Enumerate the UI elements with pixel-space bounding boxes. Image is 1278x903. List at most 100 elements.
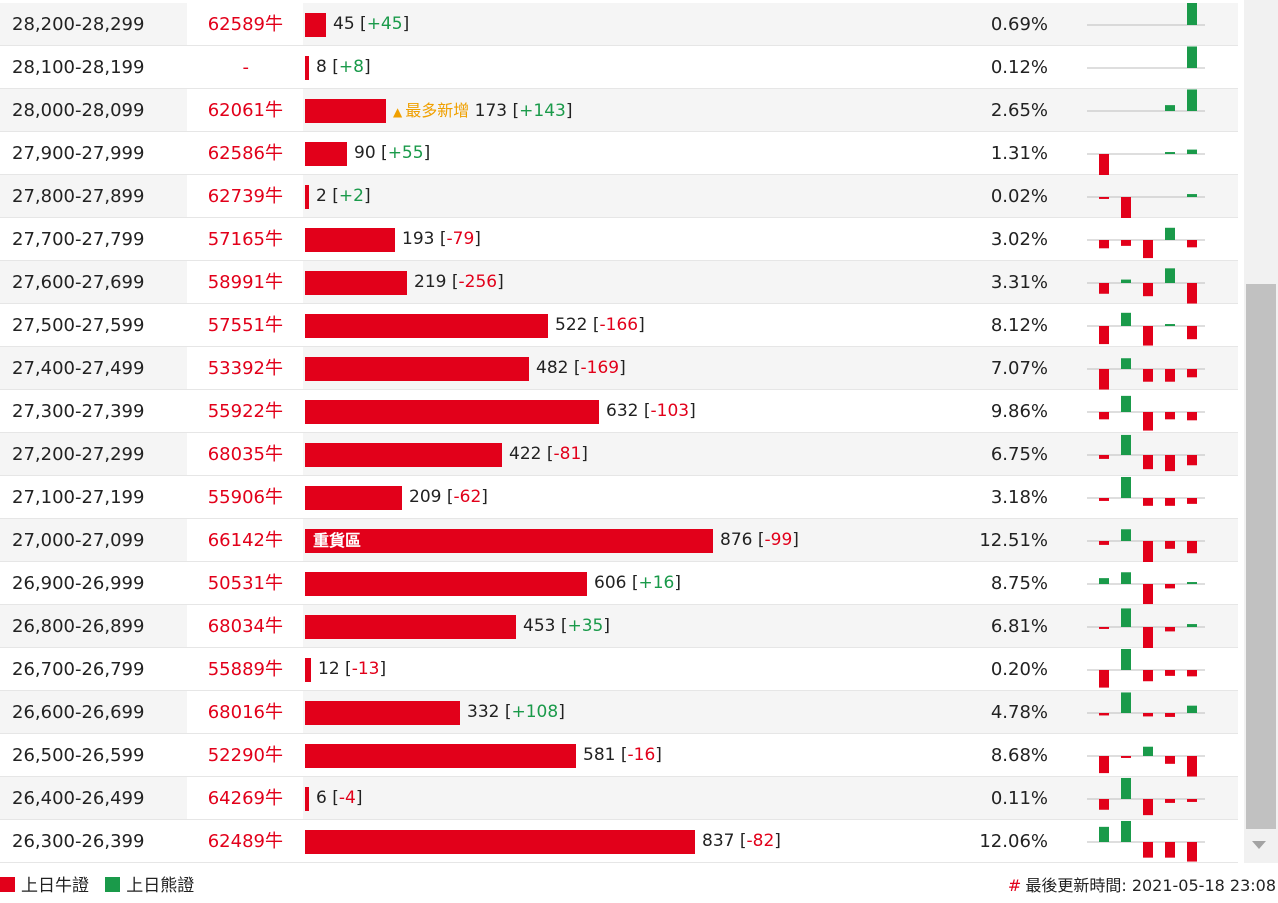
strike-range: 27,800-27,899 [12,186,145,207]
table-row[interactable]: 26,700-26,799 55889牛 12 [-13] 0.20% [0,648,1238,691]
warrant-code-link[interactable]: 62586牛 [207,143,283,164]
update-time: 2021-05-18 23:08 [1131,876,1276,895]
sparkline-chart [1087,3,1205,26]
sparkline-bar [1187,326,1197,340]
table-row[interactable]: 27,200-27,299 68035牛 422 [-81] 6.75% [0,433,1238,476]
outstanding-value: 8 [316,57,327,77]
warrant-code-link[interactable]: 57165牛 [207,229,283,250]
warrant-code-cell[interactable]: 55889牛 [187,648,303,690]
warrant-code-link[interactable]: 53392牛 [207,358,283,379]
outstanding-value: 193 [402,229,435,249]
warrant-code-cell[interactable]: 53392牛 [187,347,303,389]
value-text: ▲ 最多新增 173 [+143] [393,101,573,121]
warrant-code-cell[interactable]: 62061牛 [187,89,303,131]
percentage: 4.78% [990,702,1048,723]
table-row[interactable]: 26,500-26,599 52290牛 581 [-16] 8.68% [0,734,1238,777]
warrant-code-link[interactable]: 50531牛 [207,573,283,594]
warrant-code-link[interactable]: 58991牛 [207,272,283,293]
table-row[interactable]: 28,100-28,199 - 8 [+8] 0.12% [0,46,1238,89]
daily-change: +45 [366,14,403,34]
table-row[interactable]: 26,300-26,399 62489牛 837 [-82] 12.06% [0,820,1238,863]
strike-range: 26,700-26,799 [12,659,145,680]
outstanding-value: 606 [594,573,627,593]
strike-range: 27,500-27,599 [12,315,145,336]
value-bar [305,271,407,295]
warrant-code-cell[interactable]: 64269牛 [187,777,303,819]
warrant-code-cell[interactable]: - [187,46,303,88]
warrant-code-cell[interactable]: 57551牛 [187,304,303,346]
warrant-code-cell[interactable]: 57165牛 [187,218,303,260]
warrant-code-link[interactable]: 66142牛 [207,530,283,551]
warrant-code-link[interactable]: 57551牛 [207,315,283,336]
percentage: 3.02% [990,229,1048,250]
warrant-code-cell[interactable]: 58991牛 [187,261,303,303]
table-row[interactable]: 27,100-27,199 55906牛 209 [-62] 3.18% [0,476,1238,519]
warrant-code-link[interactable]: - [242,57,250,78]
warrant-code-link[interactable]: 62489牛 [207,831,283,852]
sparkline-bar [1143,746,1153,756]
daily-change: -99 [764,530,793,550]
warrant-code-link[interactable]: 68034牛 [207,616,283,637]
table-row[interactable]: 28,200-28,299 62589牛 45 [+45] 0.69% [0,3,1238,46]
table-row[interactable]: 27,300-27,399 55922牛 632 [-103] 9.86% [0,390,1238,433]
table-row[interactable]: 27,700-27,799 57165牛 193 [-79] 3.02% [0,218,1238,261]
table-row[interactable]: 26,900-26,999 50531牛 606 [+16] 8.75% [0,562,1238,605]
warrant-code-cell[interactable]: 62589牛 [187,3,303,45]
table-row[interactable]: 26,600-26,699 68016牛 332 [+108] 4.78% [0,691,1238,734]
value-text: 837 [-82] [702,831,781,851]
warrant-code-cell[interactable]: 66142牛 [187,519,303,561]
warrant-code-link[interactable]: 55889牛 [207,659,283,680]
outstanding-value: 876 [720,530,753,550]
sparkline-bar [1165,412,1175,420]
table-row[interactable]: 28,000-28,099 62061牛 ▲ 最多新增 173 [+143] 2.65% [0,89,1238,132]
percentage: 8.68% [990,745,1048,766]
warrant-code-link[interactable]: 55906牛 [207,487,283,508]
warrant-code-link[interactable]: 52290牛 [207,745,283,766]
warrant-code-cell[interactable]: 68035牛 [187,433,303,475]
value-bar [305,400,599,424]
warrant-code-cell[interactable]: 55922牛 [187,390,303,432]
table-row[interactable]: 27,400-27,499 53392牛 482 [-169] 7.07% [0,347,1238,390]
warrant-code-link[interactable]: 62061牛 [207,100,283,121]
warrant-code-link[interactable]: 55922牛 [207,401,283,422]
warrant-code-cell[interactable]: 68016牛 [187,691,303,733]
warrant-code-link[interactable]: 62589牛 [207,14,283,35]
outstanding-value: 422 [509,444,542,464]
warrant-code-cell[interactable]: 62489牛 [187,820,303,862]
sparkline-chart [1087,648,1205,688]
warrant-code-cell[interactable]: 55906牛 [187,476,303,518]
value-bar: 重貨區 [305,529,713,553]
value-bar [305,56,309,80]
sparkline-bar [1187,541,1197,554]
table-row[interactable]: 26,400-26,499 64269牛 6 [-4] 0.11% [0,777,1238,820]
table-row[interactable]: 27,800-27,899 62739牛 2 [+2] 0.02% [0,175,1238,218]
warrant-code-cell[interactable]: 62739牛 [187,175,303,217]
sparkline-chart [1087,312,1205,346]
warrant-code-cell[interactable]: 50531牛 [187,562,303,604]
scroll-down-arrow-icon[interactable] [1252,841,1266,849]
sparkline-bar [1187,283,1197,304]
bear-swatch [105,877,121,892]
sparkline-bar [1143,627,1153,648]
warrant-code-cell[interactable]: 68034牛 [187,605,303,647]
warrant-code-link[interactable]: 68035牛 [207,444,283,465]
sparkline-bar [1121,476,1131,498]
warrant-code-cell[interactable]: 52290牛 [187,734,303,776]
table-row[interactable]: 27,000-27,099 66142牛 重貨區 876 [-99] 12.51% [0,519,1238,562]
table-row[interactable]: 27,600-27,699 58991牛 219 [-256] 3.31% [0,261,1238,304]
strike-range: 27,700-27,799 [12,229,145,250]
percentage: 1.31% [990,143,1048,164]
sparkline-chart [1087,358,1205,390]
up-triangle-icon: ▲ [393,105,403,119]
percentage: 0.69% [990,14,1048,35]
warrant-code-link[interactable]: 62739牛 [207,186,283,207]
sparkline-bar [1165,455,1175,472]
scrollbar-thumb[interactable] [1246,284,1276,829]
table-row[interactable]: 27,900-27,999 62586牛 90 [+55] 1.31% [0,132,1238,175]
table-row[interactable]: 26,800-26,899 68034牛 453 [+35] 6.81% [0,605,1238,648]
percentage: 7.07% [990,358,1048,379]
warrant-code-cell[interactable]: 62586牛 [187,132,303,174]
warrant-code-link[interactable]: 68016牛 [207,702,283,723]
warrant-code-link[interactable]: 64269牛 [207,788,283,809]
table-row[interactable]: 27,500-27,599 57551牛 522 [-166] 8.12% [0,304,1238,347]
